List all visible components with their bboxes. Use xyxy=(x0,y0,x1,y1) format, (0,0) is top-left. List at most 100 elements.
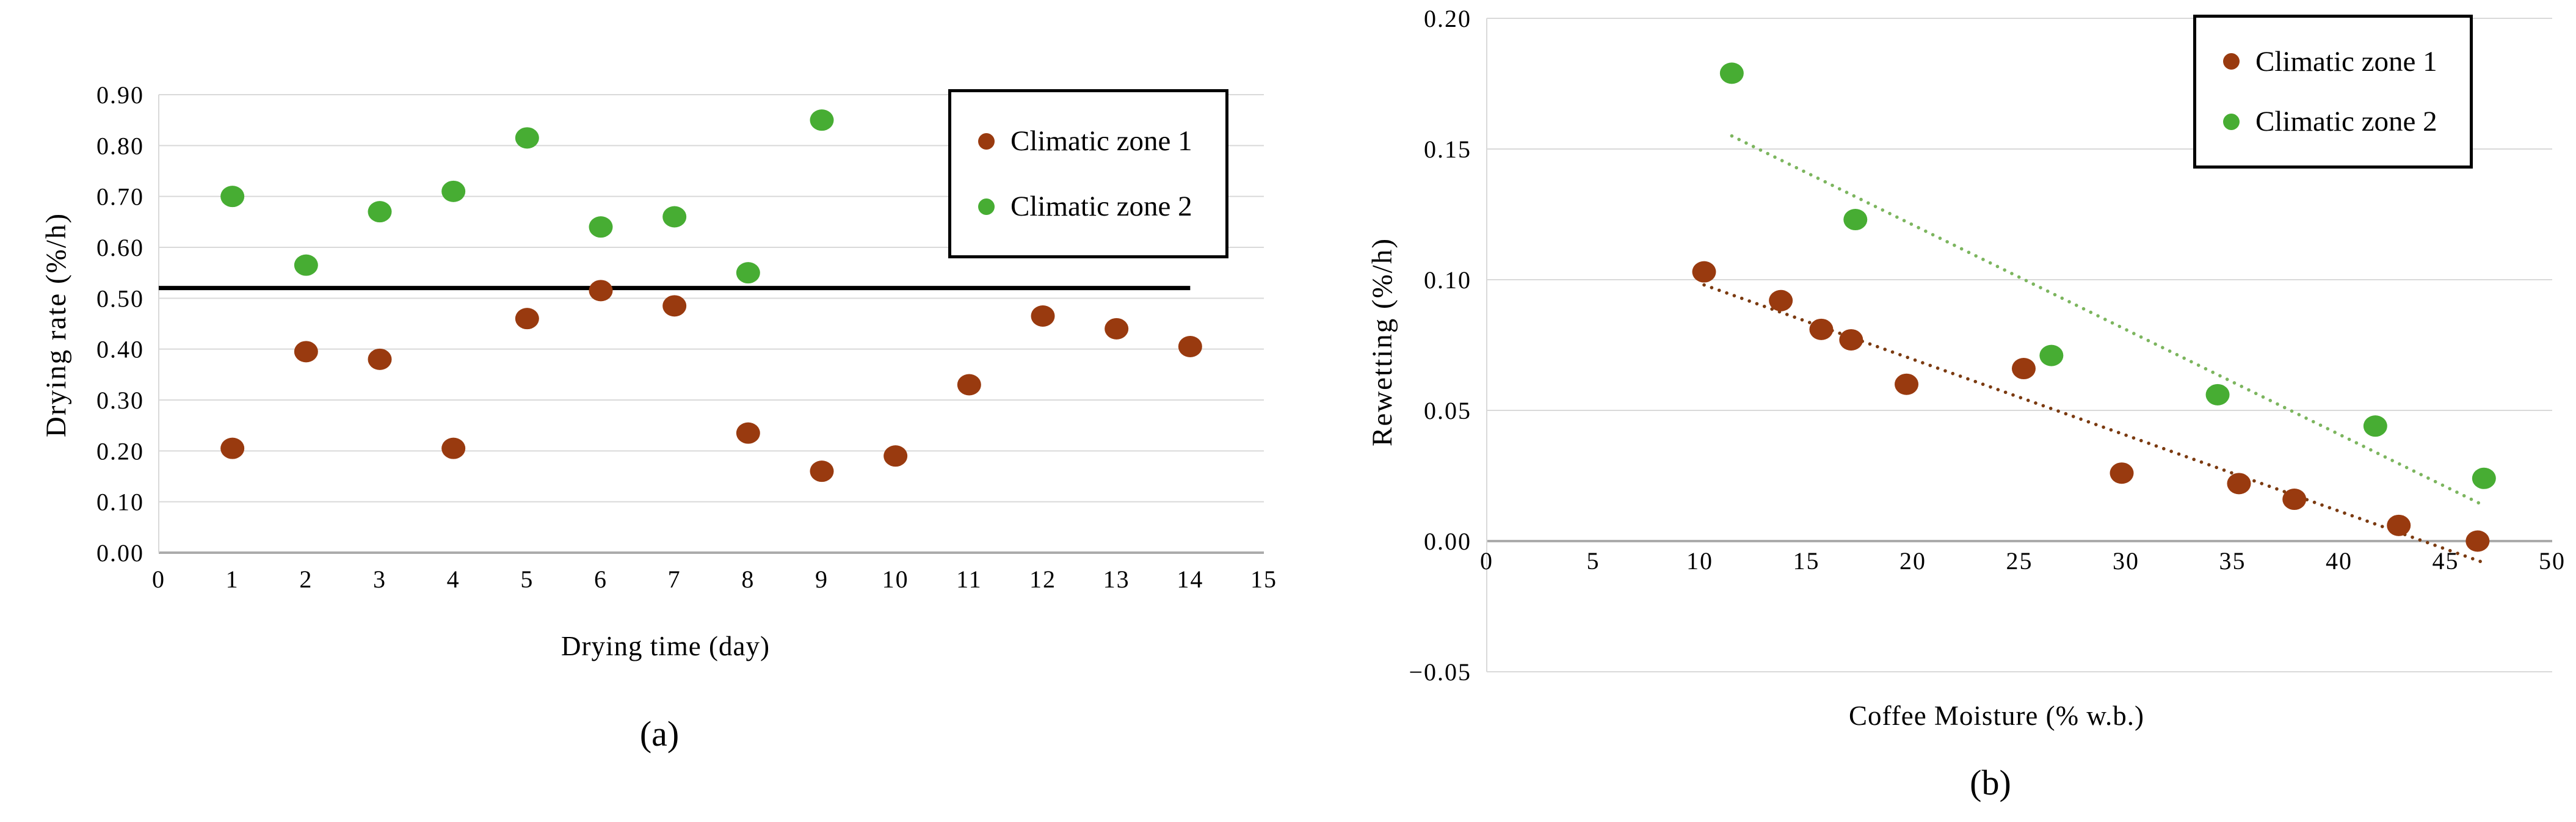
x-tick-label: 12 xyxy=(1029,566,1056,593)
x-tick-label: 5 xyxy=(520,566,534,593)
data-point xyxy=(1843,209,1868,231)
data-point xyxy=(1105,318,1129,340)
data-point xyxy=(2363,415,2387,437)
data-point xyxy=(1031,305,1055,327)
trendline xyxy=(1702,283,2484,564)
x-tick-label: 14 xyxy=(1177,566,1203,593)
data-point xyxy=(1178,336,1202,357)
x-tick-label: 50 xyxy=(2539,547,2566,575)
x-tick-label: 30 xyxy=(2113,547,2139,575)
y-tick-label: 0.80 xyxy=(96,132,144,159)
x-tick-label: 11 xyxy=(956,566,982,593)
legend-label: Climatic zone 2 xyxy=(1010,191,1192,222)
x-tick-label: 15 xyxy=(1250,566,1277,593)
data-point xyxy=(515,127,539,149)
x-tick-label: 9 xyxy=(815,566,829,593)
data-point xyxy=(368,348,392,370)
y-tick-label: 0.10 xyxy=(1424,266,1471,294)
x-tick-label: 8 xyxy=(741,566,755,593)
data-point xyxy=(589,216,613,238)
chart-a-x-axis-title: Drying time (day) xyxy=(561,631,770,661)
y-tick-label: 0.60 xyxy=(96,234,144,261)
data-point xyxy=(2039,344,2064,366)
data-point xyxy=(515,308,539,330)
data-point xyxy=(2465,530,2490,552)
data-point xyxy=(1719,62,1744,84)
y-tick-label: 0.20 xyxy=(1424,5,1471,32)
x-tick-label: 5 xyxy=(1587,547,1600,575)
chart-b-y-axis-title: Rewetting (%/h) xyxy=(1366,238,1398,446)
data-point xyxy=(1809,318,1834,340)
data-point xyxy=(294,254,318,276)
x-tick-label: 20 xyxy=(1899,547,1926,575)
data-point xyxy=(810,109,834,131)
chart-b-legend: Climatic zone 1 Climatic zone 2 xyxy=(2193,15,2473,169)
x-tick-label: 15 xyxy=(1793,547,1820,575)
data-point xyxy=(589,280,613,302)
data-point xyxy=(2011,358,2036,380)
y-tick-label: 0.00 xyxy=(96,539,144,567)
y-tick-label: 0.50 xyxy=(96,285,144,312)
x-tick-label: 1 xyxy=(226,566,239,593)
legend-item-zone1: Climatic zone 1 xyxy=(2223,45,2470,78)
x-tick-label: 0 xyxy=(152,566,165,593)
chart-a-y-axis-title: Drying rate (%/h) xyxy=(40,212,72,438)
y-tick-label: 0.00 xyxy=(1424,528,1471,555)
data-point xyxy=(1839,329,1863,351)
x-tick-label: 40 xyxy=(2326,547,2353,575)
x-tick-label: 45 xyxy=(2433,547,2459,575)
zone1-marker-icon xyxy=(2223,53,2240,70)
x-tick-label: 35 xyxy=(2219,547,2246,575)
data-point xyxy=(220,186,245,208)
y-tick-label: 0.90 xyxy=(96,81,144,109)
data-point xyxy=(2110,462,2134,484)
legend-label: Climatic zone 1 xyxy=(1010,125,1192,157)
x-tick-label: 3 xyxy=(373,566,386,593)
chart-a-caption: (a) xyxy=(639,714,680,754)
chart-a-legend: Climatic zone 1 Climatic zone 2 xyxy=(948,89,1228,258)
data-point xyxy=(1769,289,1793,311)
x-tick-label: 25 xyxy=(2006,547,2033,575)
y-tick-label: 0.20 xyxy=(96,437,144,465)
data-point xyxy=(1895,373,1919,395)
data-point xyxy=(883,445,908,467)
legend-item-zone2: Climatic zone 2 xyxy=(2223,105,2470,138)
data-point xyxy=(2205,384,2230,406)
legend-label: Climatic zone 2 xyxy=(2255,106,2437,138)
zone2-marker-icon xyxy=(978,198,995,215)
data-point xyxy=(662,206,687,228)
y-tick-label: 0.40 xyxy=(96,336,144,363)
y-tick-label: −0.05 xyxy=(1409,658,1471,686)
legend-item-zone2: Climatic zone 2 xyxy=(978,190,1225,223)
legend-label: Climatic zone 1 xyxy=(2255,45,2437,78)
data-point xyxy=(2282,489,2307,511)
data-point xyxy=(294,341,318,363)
x-tick-label: 0 xyxy=(1480,547,1493,575)
data-point xyxy=(810,460,834,482)
legend-item-zone1: Climatic zone 1 xyxy=(978,125,1225,158)
data-point xyxy=(1692,261,1716,283)
chart-b-x-axis-title: Coffee Moisture (% w.b.) xyxy=(1849,700,2144,731)
x-tick-label: 10 xyxy=(1686,547,1713,575)
chart-b-caption: (b) xyxy=(1970,763,2011,802)
data-point xyxy=(736,262,760,284)
y-tick-label: 0.10 xyxy=(96,489,144,516)
x-tick-label: 7 xyxy=(668,566,681,593)
y-tick-label: 0.70 xyxy=(96,183,144,211)
data-point xyxy=(441,437,466,459)
data-point xyxy=(2387,514,2411,536)
y-tick-label: 0.05 xyxy=(1424,397,1471,424)
x-tick-label: 6 xyxy=(594,566,608,593)
data-point xyxy=(368,201,392,223)
zone1-marker-icon xyxy=(978,133,995,150)
y-tick-label: 0.30 xyxy=(96,387,144,414)
data-point xyxy=(662,295,687,317)
data-point xyxy=(220,437,245,459)
x-tick-label: 13 xyxy=(1103,566,1130,593)
x-tick-label: 4 xyxy=(447,566,460,593)
trendline xyxy=(1730,134,2484,506)
y-tick-label: 0.15 xyxy=(1424,136,1471,163)
x-tick-label: 10 xyxy=(882,566,909,593)
